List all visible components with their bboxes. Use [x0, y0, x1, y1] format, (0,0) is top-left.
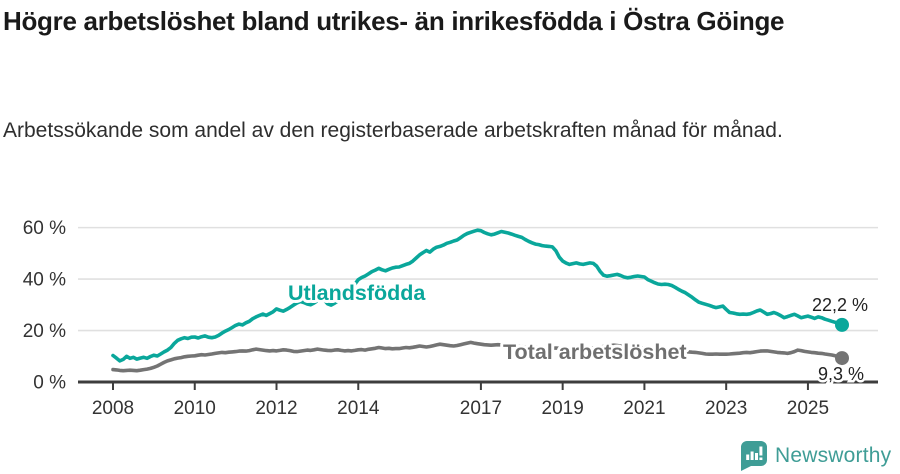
series-endpoint-dot-total: [835, 351, 849, 366]
x-axis-tick-label: 2023: [705, 398, 747, 419]
newsworthy-logo: Newsworthy: [740, 440, 891, 471]
page-subtitle: Arbetssökande som andel av den registerb…: [3, 119, 783, 142]
y-axis-tick-label: 60 %: [23, 218, 66, 239]
x-axis-tick-label: 2021: [623, 398, 665, 419]
page-title: Högre arbetslöshet bland utrikes- än inr…: [3, 6, 785, 36]
series-label-total: Total arbetslöshet: [503, 340, 687, 364]
y-axis-tick-label: 40 %: [23, 270, 66, 291]
x-axis-tick-label: 2010: [174, 398, 216, 419]
series-label-utlandsfodda: Utlandsfödda: [288, 281, 426, 305]
end-value-label-total: 9,3 %: [818, 364, 864, 384]
x-axis-tick-label: 2014: [337, 398, 380, 419]
newsworthy-speech-bubble-chart-icon: [740, 440, 768, 471]
x-axis-tick-label: 2025: [787, 398, 829, 419]
newsworthy-logo-text: Newsworthy: [775, 443, 892, 467]
series-line-total: [111, 340, 844, 373]
x-axis-tick-label: 2008: [92, 398, 134, 419]
x-axis-tick-label: 2019: [542, 398, 584, 419]
series-line-utlandsfodda: [111, 228, 844, 363]
x-axis-tick-label: 2012: [255, 398, 297, 419]
y-axis-tick-label: 0 %: [33, 373, 66, 394]
end-value-label-utlandsfodda: 22,2 %: [812, 295, 868, 315]
y-axis-tick-label: 20 %: [23, 321, 66, 342]
series-endpoint-dot-utlandsfodda: [835, 317, 849, 332]
x-axis-tick-label: 2017: [460, 398, 502, 419]
